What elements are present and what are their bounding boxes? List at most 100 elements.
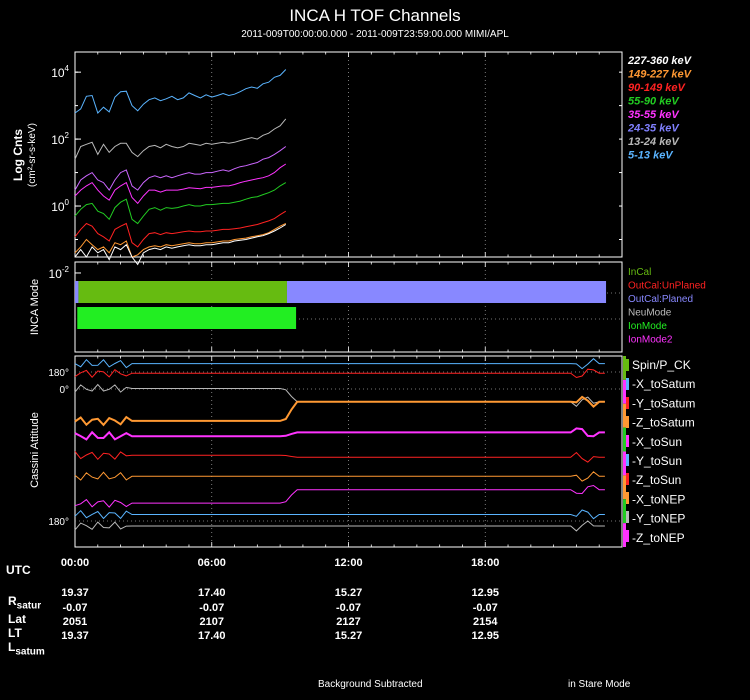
eph-value-1-3: -0.07	[473, 602, 498, 614]
panel-frame-1	[74, 51, 623, 258]
attitude-ylabel: Cassini Attitude	[29, 412, 41, 488]
att-legend-swatch-7	[626, 492, 629, 504]
eph-label-l: Lsatum	[8, 640, 45, 657]
tof-legend-5: 24-35 keV	[627, 123, 680, 135]
attitude-trace--y-tosun	[74, 451, 605, 463]
tof-legend-6: 13-24 keV	[628, 136, 680, 148]
eph-label-l-main: L	[8, 640, 16, 654]
att-legend-swatch-9	[626, 530, 629, 542]
tof-legend-4: 35-55 keV	[628, 109, 680, 121]
tof-series-55-90-kev	[74, 163, 287, 205]
attitude-trace--y-tonep	[74, 520, 605, 532]
att-legend-swatch-2	[626, 397, 629, 409]
utc-label: UTC	[6, 563, 31, 577]
tof-legend-2: 90-149 keV	[628, 82, 687, 94]
x-tick-label-0: 00:00	[61, 557, 89, 569]
att-legend-swatch-0	[626, 359, 629, 371]
eph-label-r: Rsatur	[8, 594, 41, 611]
chart-title: INCA H TOF Channels	[289, 6, 461, 25]
attitude-strip-5	[623, 475, 626, 500]
att-legend-4: -X_toSun	[632, 435, 682, 449]
att-legend-6: -Z_toSun	[632, 473, 681, 487]
attitude-trace--x-tosun	[74, 427, 605, 441]
attitude-trace--z-tosun	[74, 471, 605, 482]
att-ytick-label-2: 180°	[48, 517, 69, 528]
attitude-strip-4	[623, 451, 626, 476]
attitude-strip-1	[623, 379, 626, 404]
y-tick-label-tof-0: 104	[51, 64, 69, 80]
chart-subtitle: 2011-009T00:00:00.000 - 2011-009T23:59:0…	[241, 29, 509, 40]
eph-value-2-0: 2051	[63, 616, 87, 628]
att-legend-swatch-6	[626, 473, 629, 485]
att-legend-7: -X_toNEP	[632, 492, 685, 506]
x-tick-label-1: 06:00	[198, 557, 226, 569]
eph-value-2-3: 2154	[473, 616, 498, 628]
attitude-strip-6	[623, 499, 626, 524]
attitude-trace--z-tosatum2	[74, 395, 605, 427]
tof-series-227-360-kev	[74, 69, 287, 114]
eph-label-r-sub: satur	[16, 600, 42, 612]
mode-bar-0	[78, 281, 287, 303]
eph-label-r-main: R	[8, 594, 17, 608]
attitude-trace--x-tosatum	[74, 358, 605, 370]
att-legend-3: -Z_toSatum	[632, 416, 695, 430]
attitude-trace--z-tonep	[74, 509, 605, 520]
eph-value-3-2: 15.27	[335, 630, 363, 642]
eph-label-l-sub: satum	[15, 646, 45, 658]
x-tick-label-2: 12:00	[334, 557, 362, 569]
x-tick-label-3: 18:00	[471, 557, 499, 569]
mode-legend-0: InCal	[628, 267, 651, 278]
att-legend-8: -Y_toNEP	[632, 512, 685, 526]
attitude-trace--z-tosatum	[74, 383, 605, 407]
tof-series-35-55-kev	[74, 182, 287, 225]
mode-bar-1	[286, 281, 607, 303]
eph-label-lt: LT	[8, 626, 22, 640]
eph-label-lat: Lat	[8, 612, 26, 626]
eph-value-0-1: 17.40	[198, 587, 226, 599]
eph-value-3-0: 19.37	[61, 630, 89, 642]
tof-ylabel-units: (cm²-sr-s-keV)	[27, 123, 38, 187]
mode-legend-2: OutCal:Planed	[628, 294, 693, 305]
attitude-strip-3	[623, 427, 626, 452]
mode-legend-3: NeuMode	[628, 308, 672, 319]
mode-bar-3	[77, 307, 297, 329]
y-tick-label-tof-3: 10-2	[49, 265, 70, 281]
tof-legend-0: 227-360 keV	[627, 55, 693, 67]
att-ytick-label-0: 180°	[48, 368, 69, 379]
y-tick-label-tof-2: 100	[51, 198, 69, 214]
att-legend-2: -Y_toSatum	[632, 396, 695, 410]
tof-legend-7: 5-13 keV	[628, 150, 674, 162]
att-legend-5: -Y_toSun	[632, 454, 682, 468]
eph-value-2-2: 2127	[336, 616, 360, 628]
tof-series-13-24-kev	[74, 223, 287, 258]
attitude-strip-7	[623, 523, 626, 547]
eph-value-0-0: 19.37	[61, 587, 89, 599]
tof-legend-1: 149-227 keV	[628, 69, 693, 81]
att-legend-swatch-8	[626, 511, 629, 523]
tof-series-149-227-kev	[74, 118, 287, 160]
mode-legend-1: OutCal:UnPlaned	[628, 281, 706, 292]
eph-value-1-2: -0.07	[336, 602, 361, 614]
att-legend-swatch-4	[626, 435, 629, 447]
y-tick-label-tof-1: 102	[51, 131, 69, 147]
att-legend-swatch-5	[626, 454, 629, 466]
footer-right: in Stare Mode	[568, 679, 631, 690]
eph-value-0-3: 12.95	[471, 587, 499, 599]
eph-value-1-0: -0.07	[62, 602, 87, 614]
att-ytick-label-1: 0°	[59, 385, 69, 396]
tof-series-5-13-kev	[74, 224, 287, 266]
attitude-strip-2	[623, 403, 626, 428]
mode-legend-4: IonMode	[628, 321, 667, 332]
attitude-trace--x-tonep	[74, 484, 605, 508]
attitude-strip-0	[623, 356, 626, 380]
mode-legend-5: IonMode2	[628, 335, 673, 346]
att-legend-swatch-3	[626, 416, 629, 428]
tof-ylabel: Log Cnts	[11, 129, 25, 181]
eph-value-3-1: 17.40	[198, 630, 226, 642]
att-legend-1: -X_toSatum	[632, 377, 695, 391]
mode-ylabel: INCA Mode	[29, 279, 41, 335]
footer-left: Background Subtracted	[318, 679, 423, 690]
eph-value-2-1: 2107	[200, 616, 224, 628]
attitude-trace--y-tosatum	[74, 368, 605, 379]
